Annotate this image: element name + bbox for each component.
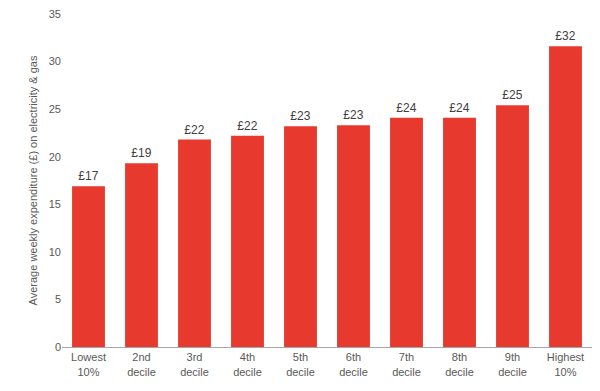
svg-text:£25: £25: [502, 88, 522, 102]
svg-text:£17: £17: [78, 169, 98, 183]
svg-text:20: 20: [49, 151, 61, 163]
svg-text:£22: £22: [184, 123, 204, 137]
svg-text:30: 30: [49, 55, 61, 67]
svg-text:2nddecile: 2nddecile: [127, 351, 156, 377]
svg-text:4thdecile: 4thdecile: [233, 351, 262, 377]
svg-text:5: 5: [55, 293, 61, 305]
svg-text:£22: £22: [237, 119, 257, 133]
svg-text:10: 10: [49, 246, 61, 258]
svg-text:35: 35: [49, 8, 61, 20]
svg-text:7thdecile: 7thdecile: [392, 351, 421, 377]
svg-text:£24: £24: [396, 101, 416, 115]
svg-text:Average weekly expenditure (£): Average weekly expenditure (£) on electr…: [27, 55, 39, 305]
svg-text:0: 0: [55, 341, 61, 353]
svg-text:6thdecile: 6thdecile: [339, 351, 368, 377]
svg-text:£32: £32: [555, 29, 575, 43]
svg-text:3rddecile: 3rddecile: [180, 351, 209, 377]
svg-text:8thdecile: 8thdecile: [445, 351, 474, 377]
svg-text:£19: £19: [131, 146, 151, 160]
svg-text:9thdecile: 9thdecile: [498, 351, 527, 377]
svg-text:Lowest10%: Lowest10%: [71, 351, 106, 377]
svg-text:15: 15: [49, 198, 61, 210]
svg-text:£23: £23: [290, 109, 310, 123]
svg-text:£23: £23: [343, 108, 363, 122]
svg-text:5thdecile: 5thdecile: [286, 351, 315, 377]
svg-text:£24: £24: [449, 101, 469, 115]
svg-text:Highest10%: Highest10%: [547, 351, 584, 377]
svg-text:25: 25: [49, 103, 61, 115]
